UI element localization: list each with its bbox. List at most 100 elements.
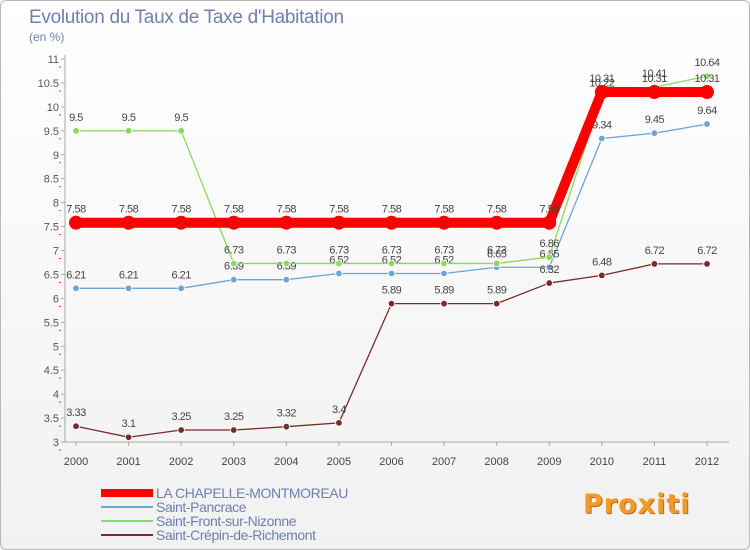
data-point <box>440 259 448 268</box>
data-point <box>226 215 241 230</box>
data-label: 7.58 <box>487 204 507 216</box>
data-point <box>384 215 399 230</box>
y-tick-label: 4 <box>53 389 59 401</box>
y-tick-label: 3 <box>53 437 59 449</box>
data-label: 9.5 <box>174 112 188 124</box>
data-label: 10.64 <box>694 57 719 69</box>
data-point <box>124 127 133 135</box>
y-tick-label: 6.5 <box>44 269 59 281</box>
data-label: 6.73 <box>487 244 507 256</box>
data-point <box>387 299 396 308</box>
data-label: 10.31 <box>589 73 614 85</box>
x-tick-label: 2002 <box>169 456 193 468</box>
x-tick-label: 2003 <box>222 456 246 468</box>
data-point <box>594 85 609 100</box>
data-point <box>335 419 343 427</box>
chart-title: Evolution du Taux de Taxe d'Habitation <box>29 7 344 28</box>
y-tick-label: 4.5 <box>44 365 59 377</box>
data-label: 7.58 <box>540 204 560 216</box>
y-tick-label: 11 <box>48 54 59 66</box>
data-point <box>230 259 238 268</box>
data-point <box>492 299 501 308</box>
x-tick-label: 2008 <box>484 456 508 468</box>
y-tick-label: 3.5 <box>44 413 59 425</box>
data-point <box>647 85 662 100</box>
data-label: 10.31 <box>642 73 667 85</box>
y-tick-label: 7 <box>53 246 59 258</box>
data-point <box>387 259 396 268</box>
chart-unit: (en %) <box>29 30 65 44</box>
data-label: 6.73 <box>434 244 454 256</box>
data-point <box>331 215 346 230</box>
data-point <box>387 269 396 278</box>
legend-label: LA CHAPELLE-MONTMOREAU <box>156 485 348 501</box>
data-label: 7.58 <box>382 204 402 216</box>
data-point <box>72 127 80 135</box>
data-label: 6.73 <box>329 244 349 256</box>
data-label: 6.21 <box>171 269 191 281</box>
data-label: 6.72 <box>697 245 717 257</box>
data-point <box>282 259 291 268</box>
data-point <box>69 215 83 230</box>
data-point <box>703 72 711 80</box>
legend-swatch <box>101 506 153 508</box>
data-point <box>492 259 501 268</box>
legend-label: Saint-Front-sur-Nizonne <box>156 513 297 529</box>
data-label: 6.21 <box>66 269 86 281</box>
data-label: 7.58 <box>171 204 191 216</box>
data-label: 6.73 <box>277 244 297 256</box>
data-label: 6.48 <box>592 256 612 268</box>
x-tick-label: 2010 <box>590 456 614 468</box>
data-label: 9.5 <box>122 112 136 124</box>
data-point <box>545 263 553 271</box>
data-point <box>545 279 553 287</box>
data-label: 7.58 <box>277 204 297 216</box>
data-label: 10.22 <box>589 77 614 89</box>
data-point <box>598 271 606 280</box>
x-tick-label: 2005 <box>327 456 351 468</box>
data-label: 9.5 <box>69 112 83 124</box>
data-label: 6.21 <box>119 269 139 281</box>
y-tick-label: 7.5 <box>44 222 59 234</box>
data-point <box>177 127 185 135</box>
data-point <box>282 422 291 431</box>
legend-swatch <box>101 489 153 497</box>
x-tick-label: 2011 <box>643 456 667 468</box>
data-point <box>542 215 557 230</box>
data-point <box>703 260 711 268</box>
data-point <box>545 253 553 261</box>
data-label: 3.4 <box>332 404 346 416</box>
data-point <box>124 433 133 441</box>
data-label: 10.31 <box>694 73 719 85</box>
data-label: 3.33 <box>66 407 86 419</box>
y-tick-label: 6 <box>53 293 59 305</box>
data-label: 5.89 <box>382 285 402 297</box>
data-point <box>335 269 343 278</box>
data-point <box>489 215 504 230</box>
data-label: 3.32 <box>277 408 297 420</box>
data-label: 3.25 <box>224 411 244 423</box>
y-tick-label: 8 <box>53 198 59 210</box>
data-point <box>72 284 80 293</box>
series-line <box>76 75 708 265</box>
y-tick-label: 5 <box>53 341 59 353</box>
data-point <box>124 284 133 293</box>
data-label: 3.25 <box>171 411 191 423</box>
data-point <box>440 269 448 278</box>
data-point <box>230 426 238 434</box>
x-tick-label: 2007 <box>432 456 456 468</box>
data-label: 9.45 <box>645 114 665 126</box>
data-point <box>650 129 659 137</box>
data-label: 5.89 <box>434 285 454 297</box>
data-label: 6.65 <box>487 248 507 260</box>
data-point <box>230 276 238 284</box>
data-label: 6.73 <box>382 244 402 256</box>
data-point <box>72 422 80 430</box>
data-point <box>335 259 343 268</box>
y-tick-label: 10.5 <box>38 78 59 90</box>
y-tick-label: 10 <box>47 102 59 114</box>
data-label: 6.72 <box>645 245 665 257</box>
data-label: 9.34 <box>592 119 612 131</box>
